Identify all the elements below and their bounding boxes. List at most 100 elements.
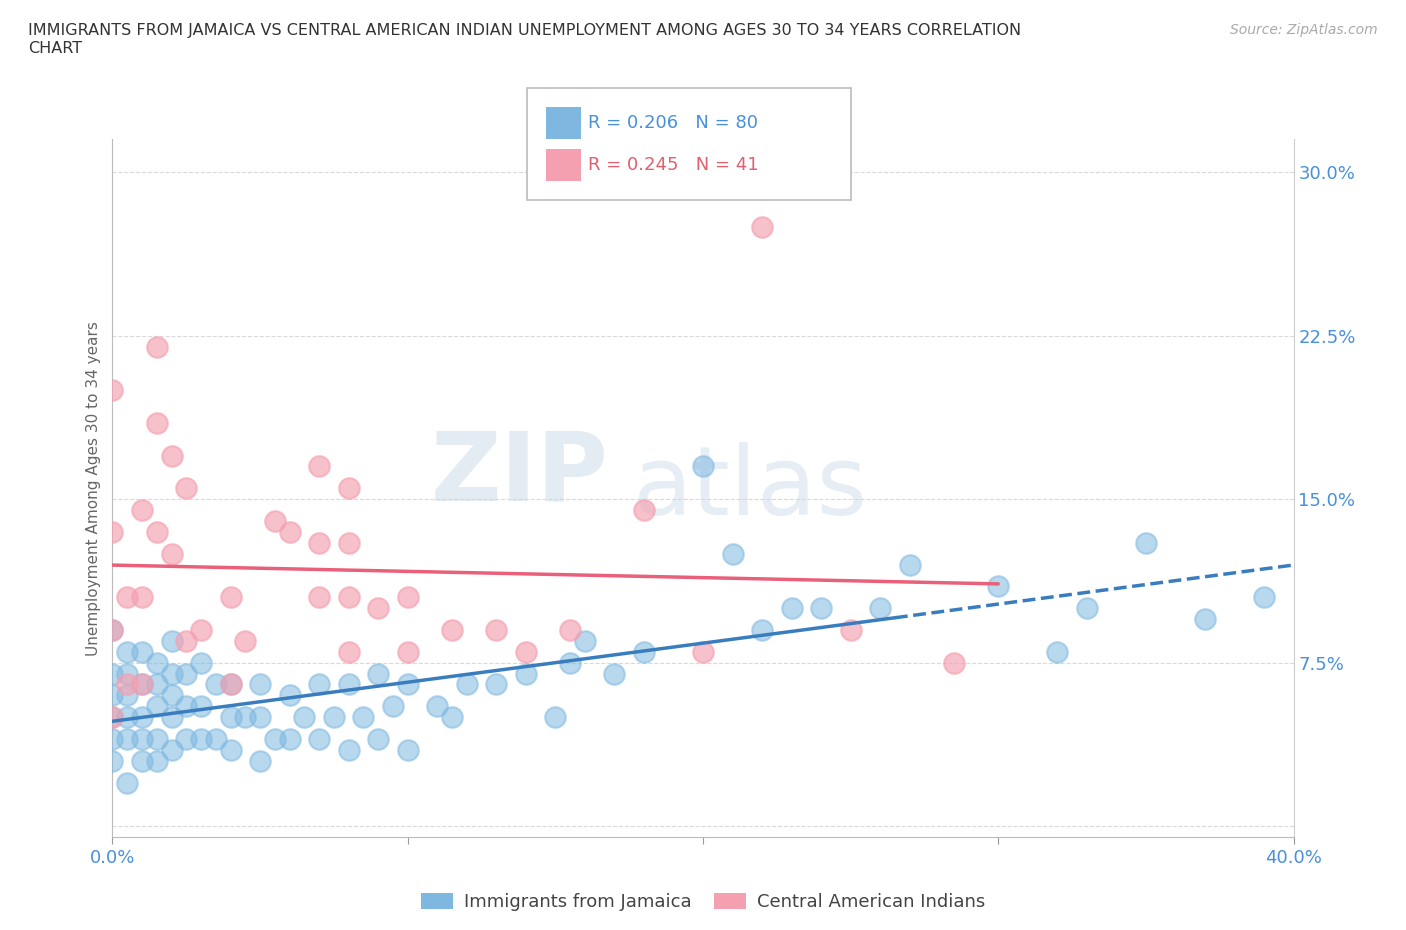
Point [219,742,242,757]
Point [337,644,360,659]
Point [1135,536,1157,551]
Point [160,448,183,463]
Text: R = 0.206   N = 80: R = 0.206 N = 80 [588,113,758,132]
Point [131,677,153,692]
Point [233,633,256,648]
Point [117,710,138,724]
Point [751,622,773,637]
Point [337,536,360,551]
Point [117,666,138,681]
Point [249,710,271,724]
Point [146,525,169,539]
Point [146,416,169,431]
Point [367,666,389,681]
Point [146,655,169,670]
Legend: Immigrants from Jamaica, Central American Indians: Immigrants from Jamaica, Central America… [413,886,993,919]
Point [1076,601,1098,616]
Point [174,481,197,496]
Point [101,622,124,637]
Point [441,622,464,637]
Point [1194,612,1216,627]
Point [190,622,212,637]
Point [101,666,124,681]
Point [308,536,330,551]
Point [264,513,287,528]
Point [117,644,138,659]
Point [308,732,330,747]
Point [352,710,374,724]
Point [131,710,153,724]
Point [219,677,242,692]
Point [308,459,330,474]
Point [396,644,419,659]
Point [160,666,183,681]
Point [117,688,138,703]
Text: atlas: atlas [633,442,868,535]
Point [810,601,832,616]
Point [264,732,287,747]
Point [205,732,228,747]
Point [558,622,582,637]
Point [780,601,803,616]
Point [337,677,360,692]
Point [146,732,169,747]
Point [160,742,183,757]
Point [603,666,626,681]
Point [101,710,124,724]
Point [1046,644,1069,659]
Point [131,753,153,768]
Point [219,710,242,724]
Point [101,383,124,398]
Point [751,219,773,234]
Point [987,578,1010,593]
Point [160,688,183,703]
Point [101,525,124,539]
Point [485,677,508,692]
Point [205,677,228,692]
Point [574,633,596,648]
Point [101,753,124,768]
Point [426,698,449,713]
Point [839,622,862,637]
Point [898,557,921,572]
Point [721,546,744,561]
Point [249,753,271,768]
Point [869,601,891,616]
Point [174,698,197,713]
Point [174,732,197,747]
Point [337,481,360,496]
Point [544,710,567,724]
Point [308,590,330,604]
Point [249,677,271,692]
Point [174,666,197,681]
Point [190,698,212,713]
Point [633,502,655,517]
Point [146,677,169,692]
Point [278,525,301,539]
Point [160,710,183,724]
Point [174,633,197,648]
Point [942,655,965,670]
Point [292,710,315,724]
Text: IMMIGRANTS FROM JAMAICA VS CENTRAL AMERICAN INDIAN UNEMPLOYMENT AMONG AGES 30 TO: IMMIGRANTS FROM JAMAICA VS CENTRAL AMERI… [28,23,1021,56]
Point [278,688,301,703]
Point [131,732,153,747]
Point [367,601,389,616]
Point [382,698,405,713]
Point [456,677,478,692]
Text: ZIP: ZIP [430,428,609,521]
Point [396,677,419,692]
Point [160,633,183,648]
Point [278,732,301,747]
Point [633,644,655,659]
Point [219,590,242,604]
Point [337,590,360,604]
Point [117,677,138,692]
Point [441,710,464,724]
Point [160,546,183,561]
Point [323,710,346,724]
Point [117,732,138,747]
Point [117,590,138,604]
Point [692,644,714,659]
Point [396,590,419,604]
